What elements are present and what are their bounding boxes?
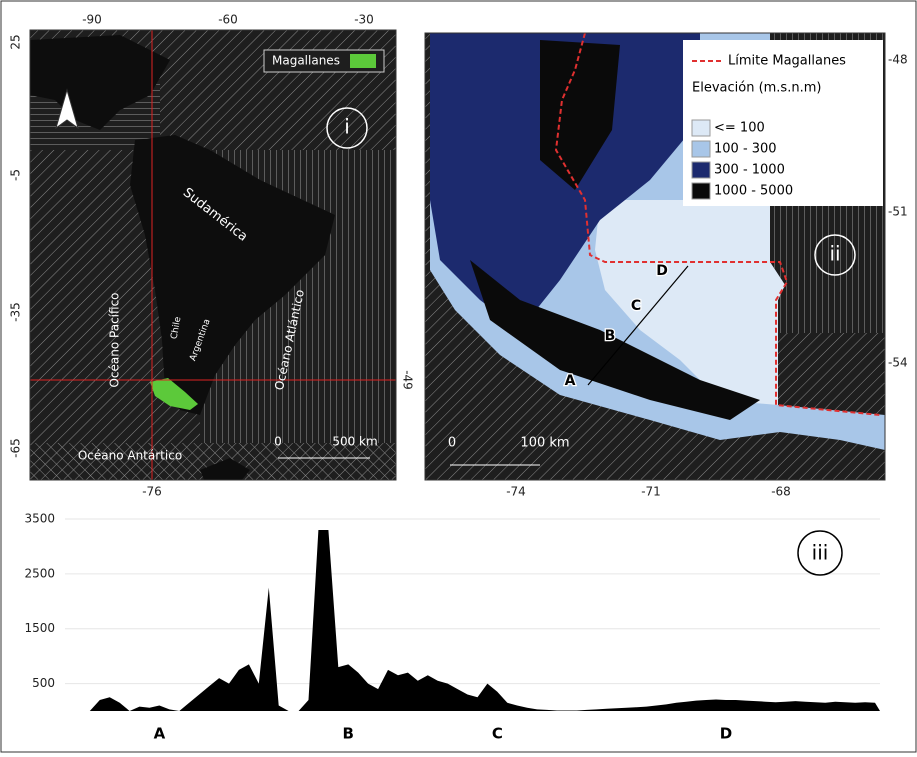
coord-label: -35 [9, 302, 23, 322]
profile-point: A [565, 373, 576, 389]
coord-label: -5 [9, 169, 23, 181]
coord-label: -60 [218, 13, 238, 27]
coord-label: -48 [888, 53, 908, 67]
legend-label: <= 100 [714, 121, 765, 136]
y-tick-label: 500 [32, 676, 55, 690]
left-map: i Magallanes Sudamérica Chile Argentina … [30, 30, 396, 483]
panel-label: i [344, 115, 350, 139]
panel-label: iii [812, 541, 829, 565]
ocean-label: Océano Antártico [78, 449, 182, 463]
legend-swatch [692, 183, 710, 199]
y-tick-label: 2500 [24, 566, 55, 580]
scale-label: 0 [448, 436, 456, 451]
y-tick-label: 3500 [24, 512, 55, 526]
legend-label: 1000 - 5000 [714, 184, 793, 199]
x-tick-label: B [343, 725, 354, 743]
panel-label: ii [829, 242, 840, 266]
legend-swatch [692, 162, 710, 178]
coord-label: -51 [888, 205, 908, 219]
scale-label: 0 [274, 435, 282, 449]
scale-label: 500 km [332, 435, 377, 449]
legend-label: 300 - 1000 [714, 163, 785, 178]
profile-point: C [631, 298, 641, 314]
right-map: A B C D ii 0 100 km Límite Magallanes El… [425, 33, 885, 480]
coord-label: -76 [142, 485, 162, 499]
legend-label: Límite Magallanes [728, 54, 846, 69]
x-tick-label: D [720, 725, 732, 743]
y-tick-label: 1500 [24, 621, 55, 635]
legend-swatch [350, 54, 376, 68]
profile-point: D [656, 263, 668, 279]
coord-label: -74 [506, 485, 526, 499]
coord-label: -68 [771, 485, 791, 499]
coord-label: -49 [401, 370, 415, 390]
legend-label: Magallanes [272, 54, 340, 68]
legend-label: 100 - 300 [714, 142, 777, 157]
coord-label: -65 [9, 438, 23, 458]
legend-swatch [692, 141, 710, 157]
scale-label: 100 km [520, 436, 569, 451]
coord-label: 25 [9, 34, 23, 49]
legend-title: Elevación (m.s.n.m) [692, 81, 821, 96]
coord-label: -30 [354, 13, 374, 27]
ocean-label: Océano Pacífico [108, 292, 122, 387]
x-tick-label: C [492, 725, 503, 743]
legend-swatch [692, 120, 710, 136]
coord-label: -54 [888, 356, 908, 370]
coord-label: -90 [82, 13, 102, 27]
x-tick-label: A [154, 725, 166, 743]
profile-point: B [605, 328, 616, 344]
coord-label: -71 [641, 485, 661, 499]
figure: i Magallanes Sudamérica Chile Argentina … [0, 0, 917, 753]
